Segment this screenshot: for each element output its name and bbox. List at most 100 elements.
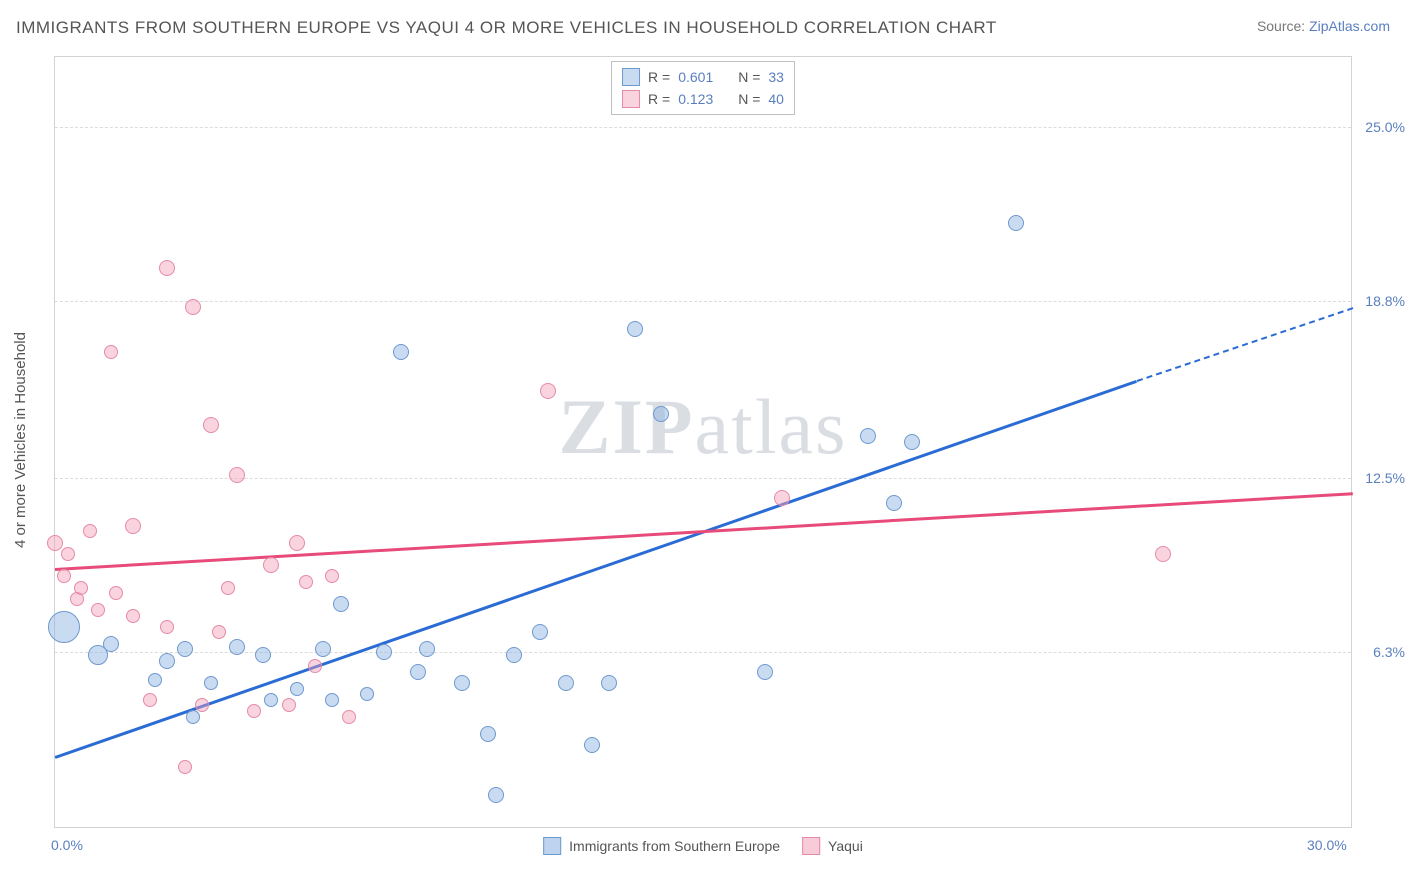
scatter-chart: ZIPatlas 6.3%12.5%18.8%25.0%0.0%30.0%R =…	[54, 56, 1352, 828]
r-label: R =	[648, 69, 670, 85]
legend-label: Immigrants from Southern Europe	[569, 838, 780, 854]
y-tick-label: 18.8%	[1357, 293, 1405, 309]
source-prefix: Source:	[1257, 18, 1309, 34]
data-point	[74, 581, 88, 595]
data-point	[584, 737, 600, 753]
data-point	[159, 260, 175, 276]
data-point	[299, 575, 313, 589]
data-point	[1008, 215, 1024, 231]
y-tick-label: 12.5%	[1357, 470, 1405, 486]
y-axis-label: 4 or more Vehicles in Household	[12, 332, 29, 548]
data-point	[506, 647, 522, 663]
data-point	[558, 675, 574, 691]
data-point	[289, 535, 305, 551]
data-point	[653, 406, 669, 422]
gridline	[55, 301, 1351, 302]
legend-item: Immigrants from Southern Europe	[543, 837, 780, 855]
data-point	[315, 641, 331, 657]
data-point	[263, 557, 279, 573]
chart-header: IMMIGRANTS FROM SOUTHERN EUROPE VS YAQUI…	[16, 18, 1390, 38]
data-point	[419, 641, 435, 657]
data-point	[532, 624, 548, 640]
gridline	[55, 127, 1351, 128]
data-point	[601, 675, 617, 691]
legend-swatch	[802, 837, 820, 855]
data-point	[212, 625, 226, 639]
data-point	[57, 569, 71, 583]
data-point	[204, 676, 218, 690]
data-point	[757, 664, 773, 680]
data-point	[91, 603, 105, 617]
data-point	[325, 569, 339, 583]
data-point	[61, 547, 75, 561]
n-value: 33	[768, 69, 784, 85]
data-point	[126, 609, 140, 623]
data-point	[333, 596, 349, 612]
data-point	[103, 636, 119, 652]
legend-item: Yaqui	[802, 837, 863, 855]
data-point	[886, 495, 902, 511]
data-point	[255, 647, 271, 663]
chart-title: IMMIGRANTS FROM SOUTHERN EUROPE VS YAQUI…	[16, 18, 997, 38]
data-point	[229, 639, 245, 655]
regression-line	[55, 380, 1137, 759]
data-point	[185, 299, 201, 315]
data-point	[264, 693, 278, 707]
data-point	[177, 641, 193, 657]
watermark: ZIPatlas	[559, 382, 848, 472]
n-value: 40	[768, 91, 784, 107]
legend-swatch	[543, 837, 561, 855]
n-label: N =	[738, 91, 760, 107]
data-point	[229, 467, 245, 483]
data-point	[480, 726, 496, 742]
legend-swatch	[622, 90, 640, 108]
legend-label: Yaqui	[828, 838, 863, 854]
data-point	[148, 673, 162, 687]
data-point	[904, 434, 920, 450]
data-point	[221, 581, 235, 595]
data-point	[393, 344, 409, 360]
correlation-legend-row: R =0.123N =40	[622, 88, 784, 110]
y-tick-label: 6.3%	[1357, 644, 1405, 660]
r-value: 0.601	[678, 69, 722, 85]
data-point	[47, 535, 63, 551]
n-label: N =	[738, 69, 760, 85]
data-point	[308, 659, 322, 673]
data-point	[178, 760, 192, 774]
data-point	[109, 586, 123, 600]
y-tick-label: 25.0%	[1357, 119, 1405, 135]
data-point	[247, 704, 261, 718]
x-tick-label: 0.0%	[51, 837, 83, 853]
r-value: 0.123	[678, 91, 722, 107]
data-point	[488, 787, 504, 803]
data-point	[360, 687, 374, 701]
data-point	[860, 428, 876, 444]
data-point	[774, 490, 790, 506]
data-point	[104, 345, 118, 359]
data-point	[1155, 546, 1171, 562]
data-point	[203, 417, 219, 433]
data-point	[195, 698, 209, 712]
data-point	[627, 321, 643, 337]
data-point	[160, 620, 174, 634]
legend-swatch	[622, 68, 640, 86]
data-point	[325, 693, 339, 707]
data-point	[290, 682, 304, 696]
data-point	[282, 698, 296, 712]
gridline	[55, 652, 1351, 653]
gridline	[55, 478, 1351, 479]
correlation-legend-row: R = 0.601 N = 33	[622, 66, 784, 88]
correlation-legend: R = 0.601 N = 33R = 0.123 N = 40	[611, 61, 795, 115]
data-point	[48, 611, 80, 643]
source-link[interactable]: ZipAtlas.com	[1309, 18, 1390, 34]
data-point	[342, 710, 356, 724]
data-point	[125, 518, 141, 534]
data-point	[83, 524, 97, 538]
source-attribution: Source: ZipAtlas.com	[1257, 18, 1390, 34]
x-tick-label: 30.0%	[1307, 837, 1347, 853]
data-point	[159, 653, 175, 669]
regression-line-extrapolated	[1136, 307, 1353, 382]
series-legend: Immigrants from Southern Europe Yaqui	[543, 837, 863, 855]
data-point	[454, 675, 470, 691]
data-point	[410, 664, 426, 680]
